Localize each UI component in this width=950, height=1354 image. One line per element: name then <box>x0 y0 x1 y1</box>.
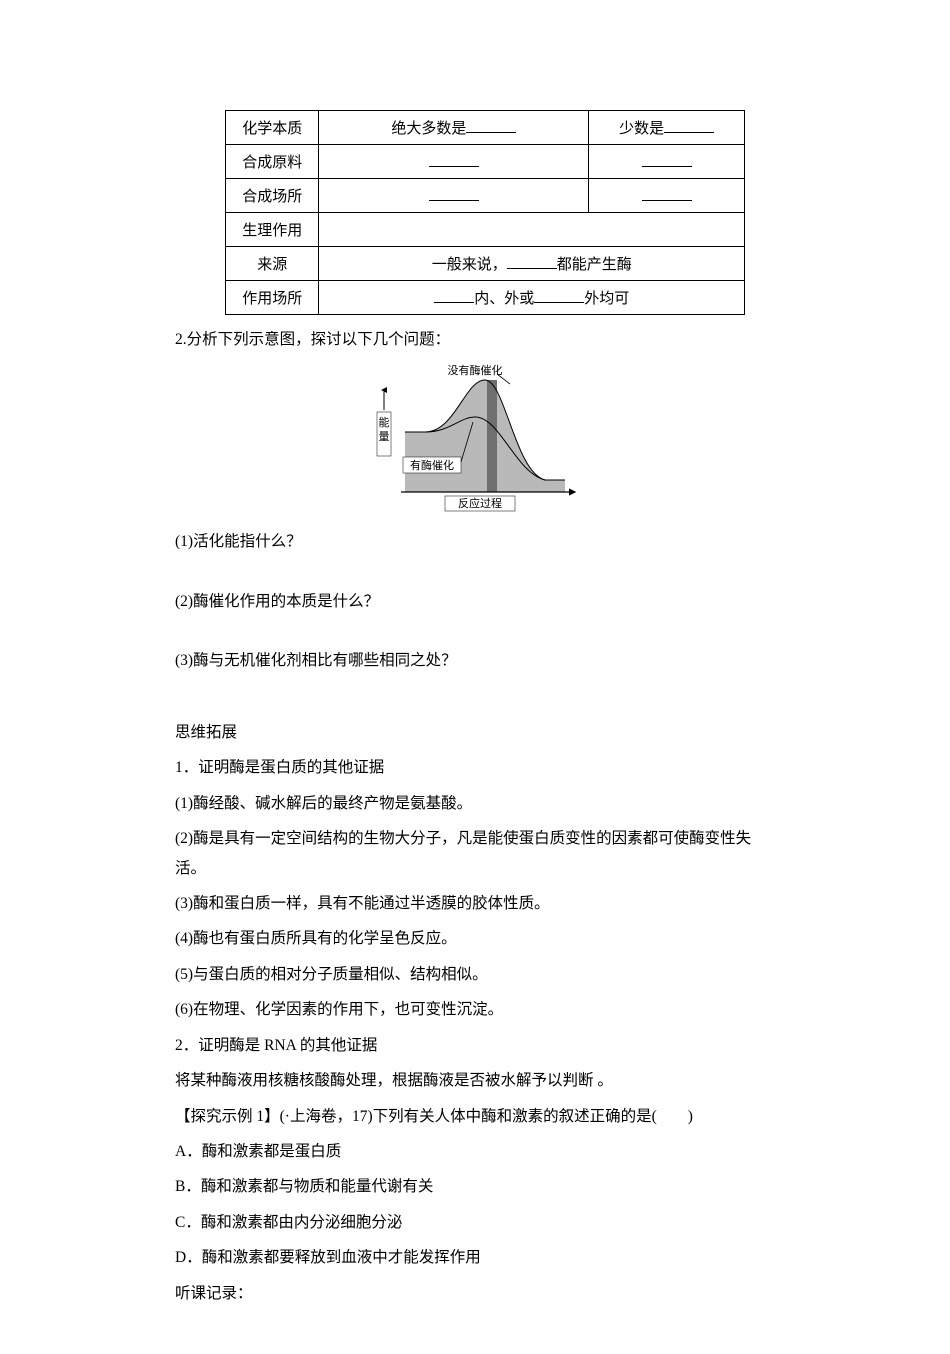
table-row: 合成原料 <box>226 145 745 179</box>
example-source: (·上海卷，17)下列有关人体中酶和激素的叙述正确的是( ) <box>280 1108 693 1125</box>
cell-text: 少数是 <box>619 121 664 137</box>
ext1-item: (2)酶是具有一定空间结构的生物大分子，凡是能使蛋白质变性的因素都可使酶变性失活… <box>175 824 775 883</box>
sub-question-1: (1)活化能指什么？ <box>175 527 775 556</box>
no-enzyme-label: 没有酶催化 <box>448 363 503 377</box>
question-2-intro: 2.分析下列示意图，探讨以下几个问题： <box>175 325 775 354</box>
sub-question-3: (3)酶与无机催化剂相比有哪些相同之处？ <box>175 646 775 675</box>
cell-text: 绝大多数是 <box>391 121 466 137</box>
sub-question-2: (2)酶催化作用的本质是什么？ <box>175 587 775 616</box>
ext2-title: 2．证明酶是 RNA 的其他证据 <box>175 1031 775 1060</box>
blank-line <box>642 152 692 167</box>
label-pointer <box>497 374 510 384</box>
blank-line <box>434 288 474 303</box>
ext1-title: 1．证明酶是蛋白质的其他证据 <box>175 753 775 782</box>
cell-text: 都能产生酶 <box>557 257 632 273</box>
ext1-item: (4)酶也有蛋白质所具有的化学呈色反应。 <box>175 924 775 953</box>
option-c: C．酶和激素都由内分泌细胞分泌 <box>175 1208 775 1237</box>
row-label: 合成原料 <box>226 145 319 179</box>
enzyme-properties-table: 化学本质 绝大多数是 少数是 合成原料 合成场所 生理作用 来源 一般来说， 都能… <box>225 110 745 315</box>
example-1: 【探究示例 1】(·上海卷，17)下列有关人体中酶和激素的叙述正确的是( ) <box>175 1102 775 1131</box>
row-label: 作用场所 <box>226 281 319 315</box>
cell-chem-minority: 少数是 <box>589 111 745 145</box>
cell-material-2 <box>589 145 745 179</box>
blank-line <box>429 152 479 167</box>
ext1-item: (3)酶和蛋白质一样，具有不能通过半透膜的胶体性质。 <box>175 889 775 918</box>
activation-energy-diagram: 能 量 没有酶催化 <box>175 362 775 517</box>
cell-text: 一般来说， <box>432 257 507 273</box>
option-b: B．酶和激素都与物质和能量代谢有关 <box>175 1172 775 1201</box>
cell-text: 内、外或 <box>474 291 534 307</box>
cell-location: 内、外或 外均可 <box>319 281 745 315</box>
ext1-item: (6)在物理、化学因素的作用下，也可变性沉淀。 <box>175 995 775 1024</box>
cell-site-1 <box>319 179 589 213</box>
cell-text: 外均可 <box>584 291 629 307</box>
y-axis-label: 能 <box>379 415 390 429</box>
extension-title: 思维拓展 <box>175 718 775 747</box>
ext1-item: (5)与蛋白质的相对分子质量相似、结构相似。 <box>175 960 775 989</box>
option-a: A．酶和激素都是蛋白质 <box>175 1137 775 1166</box>
cell-site-2 <box>589 179 745 213</box>
x-axis-label: 反应过程 <box>458 496 502 510</box>
cell-function <box>319 213 745 247</box>
energy-diagram-svg: 能 量 没有酶催化 <box>365 362 585 512</box>
row-label: 来源 <box>226 247 319 281</box>
row-label: 合成场所 <box>226 179 319 213</box>
table-row: 来源 一般来说， 都能产生酶 <box>226 247 745 281</box>
row-label: 生理作用 <box>226 213 319 247</box>
cell-source: 一般来说， 都能产生酶 <box>319 247 745 281</box>
table-row: 作用场所 内、外或 外均可 <box>226 281 745 315</box>
row-label: 化学本质 <box>226 111 319 145</box>
blank-line <box>507 254 557 269</box>
blank-line <box>642 186 692 201</box>
blank-line <box>429 186 479 201</box>
blank-line <box>466 118 516 133</box>
example-prefix: 【探究示例 1】 <box>175 1108 280 1125</box>
table-row: 生理作用 <box>226 213 745 247</box>
y-axis-label: 量 <box>379 430 390 443</box>
cell-chem-majority: 绝大多数是 <box>319 111 589 145</box>
ext1-item: (1)酶经酸、碱水解后的最终产物是氨基酸。 <box>175 789 775 818</box>
blank-line <box>664 118 714 133</box>
listen-record: 听课记录： <box>175 1279 775 1308</box>
option-d: D．酶和激素都要释放到血液中才能发挥作用 <box>175 1243 775 1272</box>
table-row: 合成场所 <box>226 179 745 213</box>
blank-line <box>534 288 584 303</box>
table-row: 化学本质 绝大多数是 少数是 <box>226 111 745 145</box>
enzyme-label: 有酶催化 <box>410 458 454 472</box>
cell-material-1 <box>319 145 589 179</box>
ext2-body: 将某种酶液用核糖核酸酶处理，根据酶液是否被水解予以判断 。 <box>175 1066 775 1095</box>
